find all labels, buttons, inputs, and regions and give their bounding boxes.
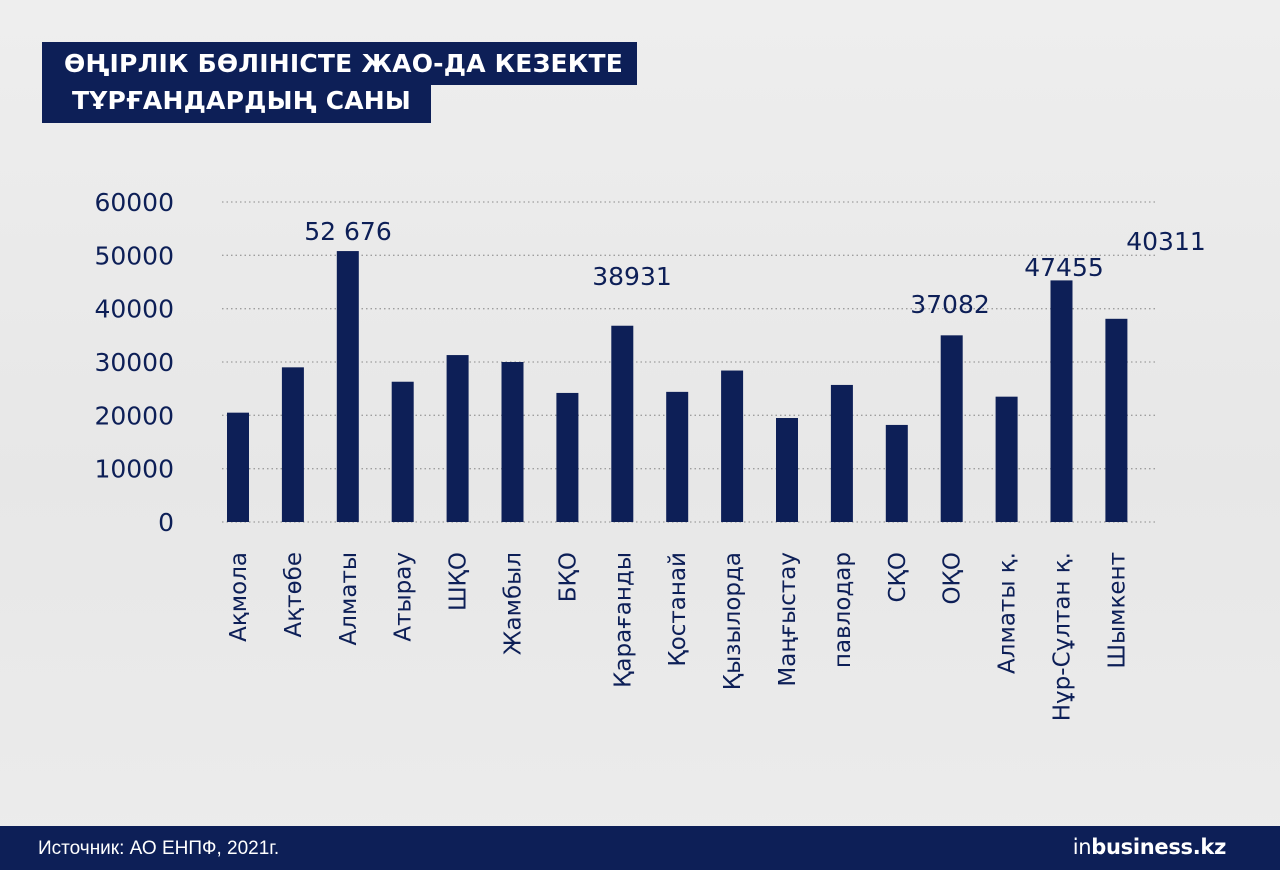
y-axis-tick-labels: 0 10000 20000 30000 40000 50000 60000 bbox=[94, 188, 174, 537]
x-tick-label-14: Алматы қ. bbox=[995, 552, 1021, 674]
x-tick-label-4: ШҚО bbox=[446, 552, 472, 611]
x-tick-label-3: Атырау bbox=[391, 552, 417, 642]
x-tick-label-11: павлодар bbox=[830, 552, 856, 668]
logo-prefix: in bbox=[1072, 835, 1092, 859]
bar-0 bbox=[227, 412, 249, 522]
y-tick-label-40000: 40000 bbox=[94, 295, 174, 324]
bar-16 bbox=[1105, 318, 1128, 522]
bars bbox=[227, 251, 1128, 523]
x-tick-label-5: Жамбыл bbox=[501, 552, 527, 655]
source-note: Источник: АО ЕНПФ, 2021г. bbox=[38, 838, 280, 859]
bar-11 bbox=[830, 384, 853, 522]
y-tick-label-10000: 10000 bbox=[94, 455, 174, 484]
inbusiness-logo: inbusiness.kz bbox=[1072, 835, 1227, 859]
data-label-7: 38931 bbox=[592, 262, 672, 291]
bar-1 bbox=[281, 367, 304, 522]
chart-title: ӨҢІРЛІК БӨЛІНІСТЕ ЖАО-ДА КЕЗЕКТЕ ТҰРҒАНД… bbox=[42, 42, 637, 123]
logo-main: business.kz bbox=[1091, 835, 1226, 859]
bar-14 bbox=[995, 396, 1018, 522]
data-label-2: 52 676 bbox=[304, 217, 391, 246]
bar-4 bbox=[446, 355, 469, 522]
x-axis-tick-labels: Ақмола Ақтөбе Алматы Атырау ШҚО Жамбыл БҚО Қара… bbox=[226, 552, 1130, 721]
x-tick-label-6: БҚО bbox=[555, 552, 581, 602]
x-tick-label-9: Қызылорда bbox=[720, 552, 746, 690]
x-tick-label-10: Маңғыстау bbox=[775, 552, 801, 687]
bar-9 bbox=[721, 370, 744, 522]
y-tick-label-30000: 30000 bbox=[94, 348, 174, 377]
x-tick-label-15: Нұр-Сұлтан қ. bbox=[1050, 552, 1076, 721]
x-tick-label-1: Ақтөбе bbox=[281, 552, 307, 637]
x-tick-label-0: Ақмола bbox=[226, 552, 252, 642]
chart-title-line-2: ТҰРҒАНДАРДЫҢ САНЫ bbox=[42, 85, 432, 123]
x-tick-label-13: ОҚО bbox=[940, 552, 966, 605]
y-tick-label-50000: 50000 bbox=[94, 241, 174, 270]
chart-title-line-1: ӨҢІРЛІК БӨЛІНІСТЕ ЖАО-ДА КЕЗЕКТЕ bbox=[42, 42, 637, 85]
y-tick-label-0: 0 bbox=[158, 508, 174, 537]
x-tick-label-2: Алматы bbox=[336, 552, 362, 645]
x-tick-label-7: Қарағанды bbox=[610, 552, 636, 688]
footer-bar: Источник: АО ЕНПФ, 2021г. inbusiness.kz bbox=[0, 826, 1280, 870]
bar-12 bbox=[885, 424, 908, 522]
bar-13 bbox=[940, 335, 963, 522]
x-tick-label-8: Қостанай bbox=[665, 552, 691, 667]
data-label-16: 40311 bbox=[1126, 227, 1206, 256]
bar-2 bbox=[336, 251, 359, 523]
bar-7 bbox=[611, 325, 634, 522]
bar-5 bbox=[501, 362, 524, 522]
y-tick-label-60000: 60000 bbox=[94, 188, 174, 217]
x-tick-label-16: Шымкент bbox=[1104, 552, 1130, 669]
bar-8 bbox=[666, 391, 689, 522]
y-tick-label-20000: 20000 bbox=[94, 401, 174, 430]
bar-3 bbox=[391, 381, 414, 522]
data-labels: 52 676 38931 37082 47455 40311 bbox=[304, 217, 1206, 319]
x-tick-label-12: СҚО bbox=[885, 552, 911, 603]
bar-6 bbox=[556, 392, 579, 522]
data-label-15: 47455 bbox=[1024, 253, 1104, 282]
data-label-13: 37082 bbox=[910, 290, 990, 319]
bar-10 bbox=[776, 418, 798, 522]
bar-15 bbox=[1050, 280, 1073, 522]
